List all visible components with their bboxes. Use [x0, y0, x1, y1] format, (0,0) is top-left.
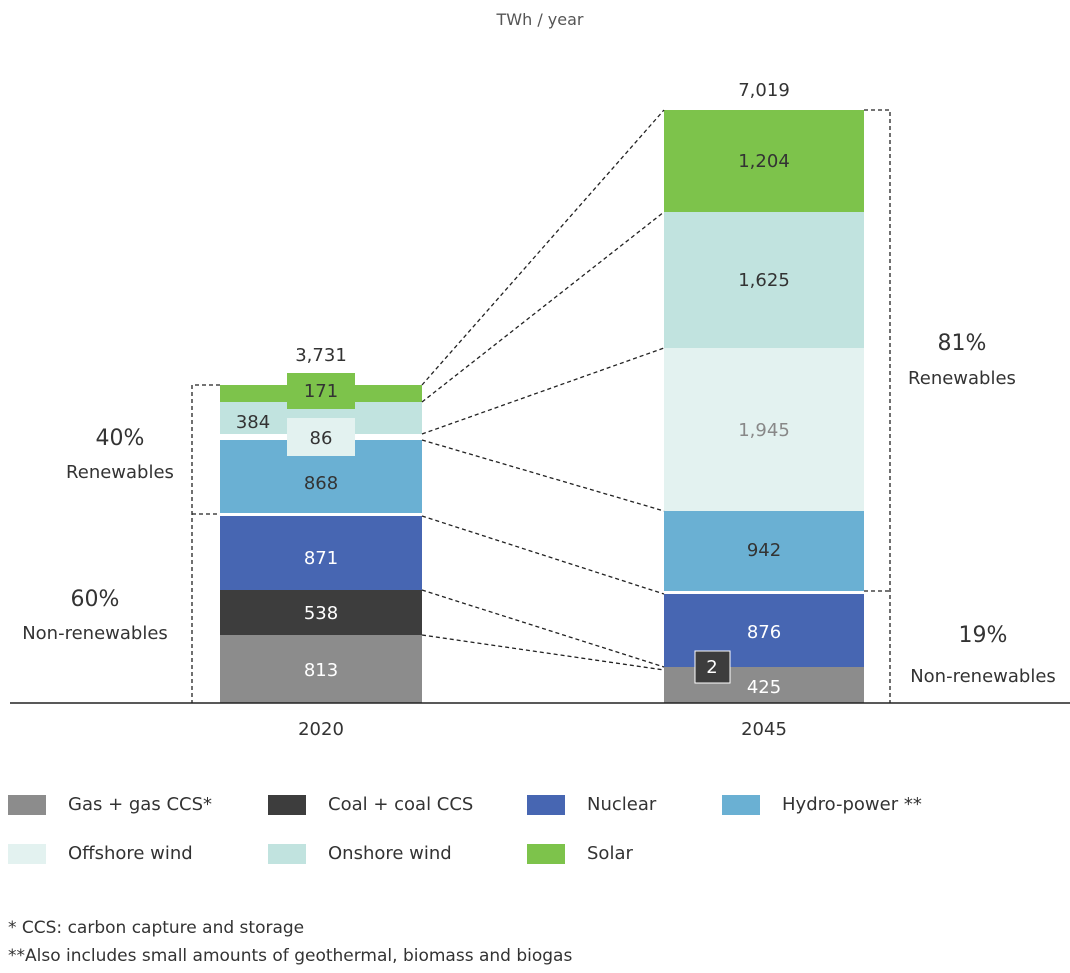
legend-swatch-solar — [527, 843, 565, 864]
label-2045-nuclear: 876 — [747, 622, 781, 643]
legend-label-hydro: Hydro-power ** — [782, 794, 922, 815]
label-2020-gas: 813 — [304, 660, 338, 681]
share-2045-nonrenewables-label: Non-renewables — [910, 666, 1056, 687]
bar-2020-offshore-wind — [287, 418, 355, 456]
legend-item-coal: Coal + coal CCS — [268, 794, 473, 815]
label-2020-coal: 538 — [304, 603, 338, 624]
label-2020-solar: 171 — [304, 381, 338, 402]
label-2045-coal: 2 — [706, 657, 717, 678]
legend-swatch-hydro — [722, 794, 760, 815]
label-2045-offshore-wind: 1,945 — [738, 420, 790, 441]
bar-2020-gas — [220, 635, 422, 703]
legend-swatch-offshore-wind — [8, 843, 46, 864]
legend-label-gas: Gas + gas CCS* — [68, 794, 212, 815]
total-2045: 7,019 — [738, 80, 790, 101]
legend-item-nuclear: Nuclear — [527, 794, 656, 815]
share-2045-nonrenewables-pct: 19% — [959, 623, 1008, 648]
connector-lines — [421, 109, 665, 671]
label-2045-gas: 425 — [747, 677, 781, 698]
legend-label-coal: Coal + coal CCS — [328, 794, 474, 815]
label-2045-solar: 1,204 — [738, 151, 790, 172]
bracket-2045 — [864, 109, 891, 703]
category-2020: 2020 — [298, 719, 344, 740]
connector-nuclear — [421, 515, 665, 595]
legend-swatch-gas — [8, 794, 46, 815]
connector-solar — [421, 109, 665, 386]
legend-label-nuclear: Nuclear — [587, 794, 657, 815]
bar-2045-hydro — [664, 511, 864, 591]
label-2020-hydro: 868 — [304, 473, 338, 494]
bar-2020: 813 538 871 868 86 384 171 3,731 — [220, 345, 422, 703]
share-2020-nonrenewables-label: Non-renewables — [22, 623, 168, 644]
legend-item-onshore-wind: Onshore wind — [268, 843, 452, 864]
bar-2045-coal — [694, 650, 731, 684]
bar-2045-offshore-wind — [664, 348, 864, 511]
bar-2020-nuclear — [220, 516, 422, 590]
share-2045-renewables-pct: 81% — [938, 331, 987, 356]
share-brackets — [191, 109, 891, 703]
share-2020-renewables-label: Renewables — [66, 462, 174, 483]
share-2020-renewables-pct: 40% — [96, 426, 145, 451]
bar-2045-solar — [664, 110, 864, 212]
bar-2045: 425 2 876 942 1,945 1,625 1,204 7,019 — [664, 80, 864, 703]
legend-label-solar: Solar — [587, 843, 633, 864]
connector-gas — [421, 634, 665, 671]
legend-label-onshore-wind: Onshore wind — [328, 843, 452, 864]
label-2020-onshore-wind: 384 — [236, 412, 270, 433]
label-2045-onshore-wind: 1,625 — [738, 270, 790, 291]
label-2020-nuclear: 871 — [304, 548, 338, 569]
connector-offshore — [421, 347, 665, 435]
stacked-bar-chart: TWh / year 813 538 871 868 86 384 171 3,… — [10, 10, 1070, 740]
bar-2045-onshore-wind — [664, 212, 864, 348]
connector-coal — [421, 589, 665, 668]
footnote-ccs: * CCS: carbon capture and storage — [8, 918, 305, 938]
bar-2020-coal — [220, 590, 422, 635]
share-2020-nonrenewables-pct: 60% — [71, 587, 120, 612]
legend-swatch-onshore-wind — [268, 843, 306, 864]
label-2045-hydro: 942 — [747, 540, 781, 561]
legend-swatch-nuclear — [527, 794, 565, 815]
legend-item-gas: Gas + gas CCS* — [8, 794, 212, 815]
legend-label-offshore-wind: Offshore wind — [68, 843, 193, 864]
label-2020-offshore-wind: 86 — [310, 428, 333, 449]
category-2045: 2045 — [741, 719, 787, 740]
bracket-2020 — [191, 384, 220, 703]
legend-swatch-coal — [268, 794, 306, 815]
legend-item-hydro: Hydro-power ** — [722, 794, 922, 815]
legend: Gas + gas CCS* Coal + coal CCS Nuclear H… — [0, 790, 1070, 880]
legend-item-offshore-wind: Offshore wind — [8, 843, 193, 864]
unit-label: TWh / year — [496, 10, 584, 29]
footnote-hydro: **Also includes small amounts of geother… — [8, 946, 573, 966]
total-2020: 3,731 — [295, 345, 347, 366]
bar-2020-solar-tab — [287, 373, 355, 409]
legend-item-solar: Solar — [527, 843, 633, 864]
connector-onshore — [421, 211, 665, 403]
connector-hydro — [421, 439, 665, 512]
share-2045-renewables-label: Renewables — [908, 368, 1016, 389]
